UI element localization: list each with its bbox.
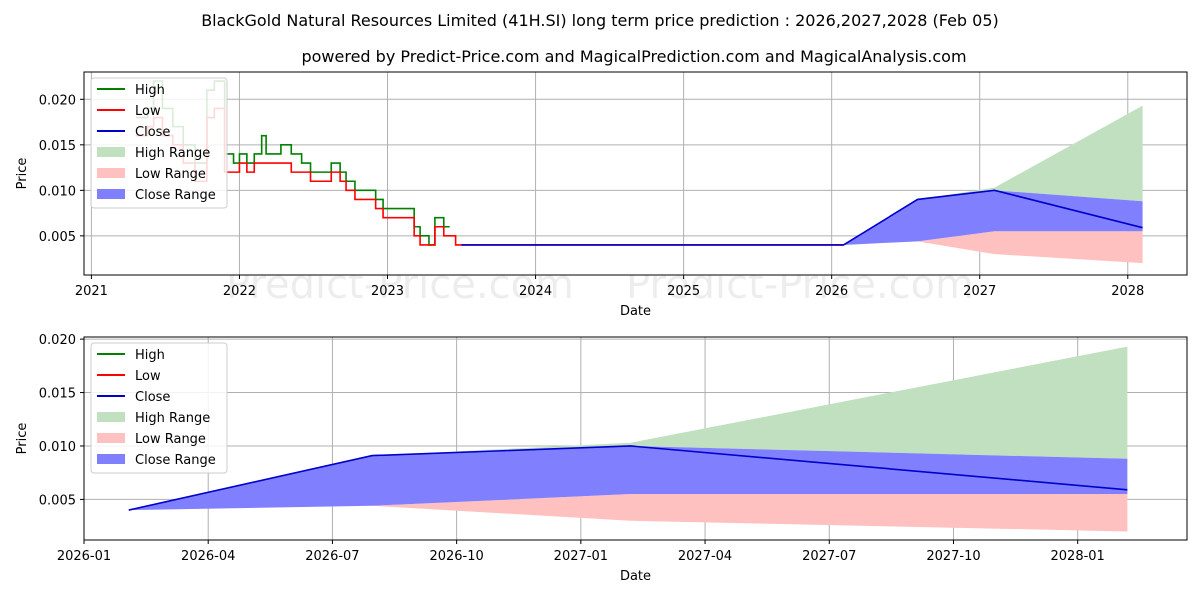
x-axis-label: Date [620,304,651,319]
x-tick-label: 2027-07 [802,549,856,564]
x-tick-label: 2028-01 [1051,549,1105,564]
close-legend-label: Close [135,390,170,405]
y-tick-label: 0.020 [39,333,76,348]
close-range-band [128,445,1128,511]
high-range-legend-swatch [97,147,125,157]
x-tick-label: 2027-10 [926,549,980,564]
y-tick-label: 0.010 [39,184,76,199]
close-range-legend-label: Close Range [135,188,216,203]
x-tick-label: 2027-04 [678,549,732,564]
x-tick-label: 2026-01 [57,549,111,564]
y-tick-label: 0.010 [39,440,76,455]
long-term-chart-panel: 2021 2022 2023 2024 2025 2026 2027 2028 0.005 0.0… [15,71,1188,319]
y-tick-label: 0.005 [39,230,76,245]
x-tick-label: 2027 [963,284,996,299]
y-axis-label: Price [15,158,30,190]
close-legend-label: Close [135,125,170,140]
close-range-legend-swatch [97,189,125,199]
plot-frame [83,71,1188,276]
x-tick-label: 2023 [371,284,404,299]
high-range-legend-label: High Range [135,146,210,161]
legend: High Low Close High Range Low Range Close Ran… [90,342,228,474]
y-tick-label: 0.015 [39,139,76,154]
x-tick-label: 2027-01 [554,549,608,564]
low-range-legend-swatch [97,168,125,178]
low-legend-label: Low [135,104,161,119]
x-tick-label: 2025 [667,284,700,299]
high-legend-label: High [135,83,165,98]
low-range-band [843,231,1143,264]
low-range-legend-swatch [97,433,125,443]
high-range-band [128,346,1128,511]
x-tick-label: 2026-04 [181,549,235,564]
y-tick-label: 0.015 [39,387,76,402]
high-range-legend-label: High Range [135,411,210,426]
figure-title: BlackGold Natural Resources Limited (41H… [201,11,999,30]
close-range-legend-swatch [97,454,125,464]
low-range-band [128,494,1128,532]
x-tick-label: 2028 [1111,284,1144,299]
x-tick-label: 2021 [75,284,108,299]
x-tick-label: 2026-07 [305,549,359,564]
x-tick-label: 2022 [223,284,256,299]
figure-subtitle: powered by Predict-Price.com and Magical… [301,47,966,66]
low-legend-label: Low [135,369,161,384]
high-range-band [843,105,1143,245]
high-legend-label: High [135,348,165,363]
low-range-legend-label: Low Range [135,432,206,447]
x-tick-label: 2026 [815,284,848,299]
y-axis-label: Price [15,423,30,455]
x-tick-label: 2024 [519,284,552,299]
close-range-band [843,190,1143,245]
high-range-legend-swatch [97,412,125,422]
x-axis-label: Date [620,569,651,584]
forecast-zoom-chart-panel: 2026-01 2026-04 2026-07 2026-10 2027-01 2027-… [15,333,1188,584]
close-range-legend-label: Close Range [135,453,216,468]
low-range-legend-label: Low Range [135,167,206,182]
close-line [461,189,1143,246]
plot-frame [83,336,1188,541]
legend: High Low Close High Range Low Range Close Ran… [90,77,228,209]
y-tick-label: 0.020 [39,93,76,108]
close-line [128,445,1128,511]
y-tick-label: 0.005 [39,493,76,508]
x-tick-label: 2026-10 [429,549,483,564]
